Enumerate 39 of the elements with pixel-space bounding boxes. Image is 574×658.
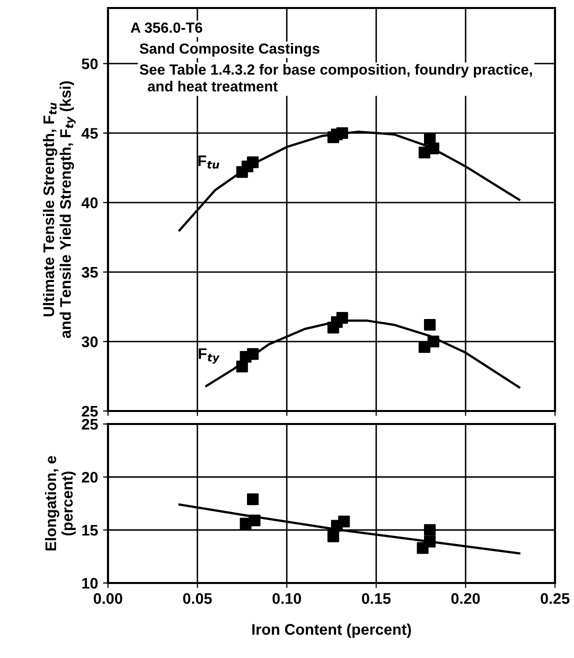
point [248,514,260,526]
series-label: F$_{ty}$ [198,348,220,364]
x-tick-label: 0.00 [94,593,122,604]
y-tick-label: 35 [82,266,98,278]
point [336,312,348,324]
x-tick-label: 0.05 [183,593,212,604]
point [338,516,350,528]
series-label: F$_{tu}$ [198,155,220,169]
x-tick-label: 0.20 [451,593,480,604]
y-tick-label: 10 [82,578,98,589]
point [424,536,436,548]
y-tick-label: 25 [82,406,98,417]
point [246,493,259,506]
point [246,348,259,360]
point [246,156,259,168]
point [424,318,436,331]
point [327,530,340,542]
annotation: See Table 1.4.3.2 for base composition, foundry practice, and heat treatment [140,64,532,92]
x-tick-label: 0.15 [362,593,391,604]
y-axis-title: Elongation, e (percent) [44,456,76,550]
y-tick-label: 20 [82,472,98,483]
y-tick-label: 40 [82,197,98,208]
point [428,142,440,154]
point [424,524,436,536]
y-tick-label: 25 [82,418,98,430]
y-tick-label: 15 [82,525,98,536]
point [236,360,248,372]
point [428,336,440,348]
point [418,341,430,353]
y-tick-label: 30 [82,336,98,348]
text: Ultimate Tensile Strength, F$_{tu}$ and Tensile Yield Strength, F$_{ty}$ (ksi) [42,81,76,338]
point [336,127,348,139]
y-tick-label: 45 [82,128,98,139]
x-tick-label: 0.25 [540,593,570,604]
annotation: A 356.0-T6 [130,22,202,33]
x-axis-title: Iron Content (percent) [252,624,411,638]
x-tick-label: 0.10 [272,593,302,604]
annotation: Sand Composite Castings [140,43,320,57]
y-tick-label: 50 [82,58,98,70]
